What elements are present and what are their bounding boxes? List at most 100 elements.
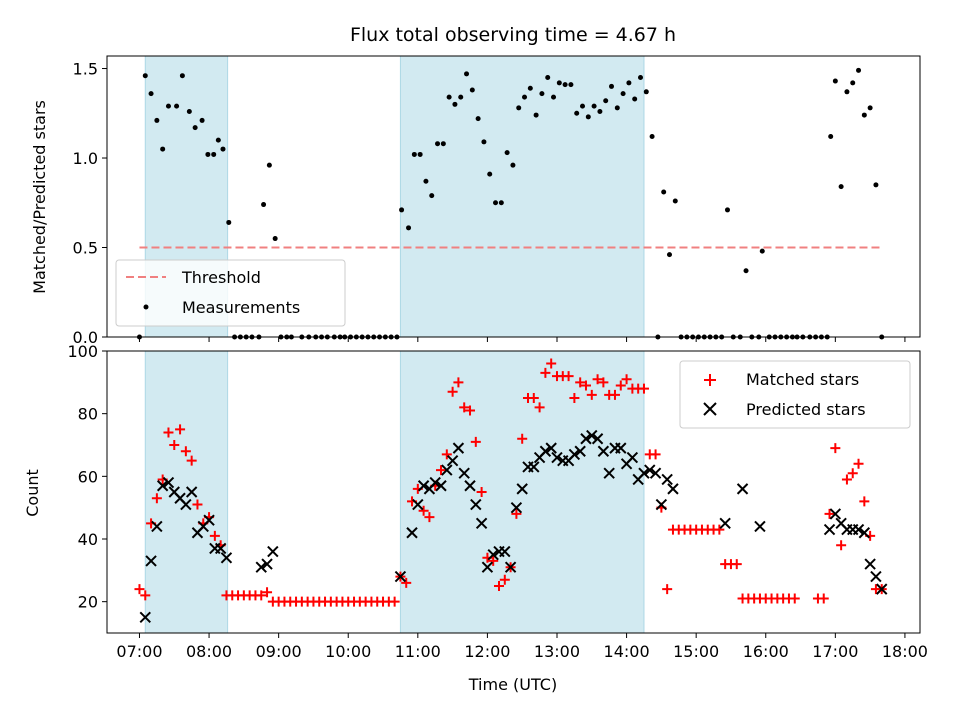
predicted-stars-point [394, 570, 407, 583]
predicted-stars-point [876, 583, 888, 595]
bottom-y-axis-label: Count [23, 469, 42, 517]
matched-stars-point [575, 377, 586, 388]
predicted-stars-point [139, 611, 151, 624]
measurements-point [844, 89, 850, 95]
x-tick-label: 11:00 [395, 642, 441, 661]
measurements-point [399, 207, 405, 213]
matched-stars-point [563, 371, 574, 382]
matched-stars-point [569, 393, 580, 403]
top-shaded-region [399, 55, 645, 338]
measurements-point [481, 139, 487, 145]
matched-stars-point [163, 427, 174, 438]
measurements-point [469, 87, 475, 93]
matched-stars-point [824, 508, 835, 519]
matched-stars-point [540, 367, 551, 378]
predicted-stars-point [528, 461, 540, 473]
chart-title: Flux total observing time = 4.67 h [350, 24, 676, 46]
measurements-point [580, 103, 586, 109]
predicted-stars-point [644, 464, 656, 476]
matched-stars-point [662, 584, 673, 595]
measurements-point [539, 91, 545, 97]
matched-stars-point [476, 487, 487, 497]
matched-stars-point [192, 499, 203, 510]
measurements-point [632, 96, 638, 102]
predicted-stars-point [162, 476, 175, 489]
measurements-point [452, 101, 458, 107]
matched-stars-point [389, 596, 400, 607]
measurements-point [759, 248, 765, 254]
bottom-y-tick-label: 20 [78, 593, 98, 612]
matched-stars-point [731, 559, 742, 570]
matched-stars-point [151, 493, 162, 504]
measurements-point [417, 151, 423, 157]
measurements-point [614, 105, 620, 111]
predicted-stars-point [858, 527, 871, 539]
predicted-stars-point [870, 570, 882, 583]
predicted-stars-point [586, 429, 598, 442]
measurements-point [226, 219, 232, 225]
measurements-point [411, 151, 417, 157]
predicted-stars-point [185, 486, 198, 498]
matched-stars-point [459, 402, 470, 413]
measurements-point [440, 141, 446, 147]
measurements-point [643, 89, 649, 95]
measurements-point [148, 91, 154, 97]
predicted-stars-point [499, 545, 511, 558]
measurements-point [186, 108, 192, 114]
matched-stars-point [615, 380, 626, 391]
measurements-point [661, 189, 667, 195]
measurements-point [475, 116, 481, 122]
predicted-stars-point [446, 454, 459, 467]
measurements-point [215, 137, 221, 143]
matched-stars-point [209, 530, 220, 541]
predicted-stars-point [754, 520, 766, 533]
bottom-shaded-region [144, 350, 229, 634]
matched-stars-point [401, 577, 412, 588]
matched-stars-point [465, 405, 476, 416]
predicted-stars-point [638, 467, 650, 479]
measurements-point [556, 80, 562, 86]
predicted-stars-point [597, 445, 610, 457]
x-axis-label: Time (UTC) [468, 675, 557, 694]
matched-stars-point [256, 590, 267, 601]
x-tick-label: 07:00 [116, 642, 162, 661]
matched-stars-point [517, 433, 528, 444]
matched-stars-point [592, 374, 603, 385]
measurements-point [504, 150, 510, 156]
bottom-y-tick-label: 80 [78, 405, 98, 424]
measurements-point [838, 184, 844, 190]
predicted-stars-point [261, 558, 273, 570]
bottom-panel: 20 40 60 80 100 07:00 08:00 09:00 10:00 11:00 12:0… [67, 342, 928, 661]
measurements-point [211, 151, 217, 157]
measurements-point [493, 200, 499, 206]
predicted-stars-point [615, 442, 627, 454]
measurements-point [626, 80, 632, 86]
predicted-stars-point [591, 433, 604, 445]
predicted-stars-point [661, 473, 673, 486]
measurements-point [220, 146, 226, 152]
predicted-stars-point [568, 448, 581, 461]
matched-stars-point [488, 555, 499, 566]
matched-stars-point [447, 386, 458, 397]
matched-stars-point [511, 508, 522, 519]
predicted-stars-point [180, 498, 192, 511]
predicted-stars-point [655, 498, 668, 511]
measurements-point [266, 162, 272, 168]
predicted-stars-point [852, 523, 865, 536]
predicted-stars-point [267, 545, 279, 558]
measurements-point [861, 112, 867, 118]
predicted-stars-point [458, 467, 470, 479]
predicted-stars-point [823, 523, 836, 536]
predicted-stars-point [470, 498, 482, 511]
matched-stars-point [859, 496, 870, 507]
x-tick-label: 09:00 [256, 642, 302, 661]
measurements-point [666, 252, 672, 258]
measurements-point [856, 67, 862, 73]
legend-predicted-label: Predicted stars [746, 400, 866, 419]
predicted-stars-point [539, 445, 552, 457]
predicted-stars-point [255, 561, 267, 573]
predicted-stars-point [417, 480, 430, 492]
predicted-stars-point [220, 552, 233, 564]
matched-stars-point [609, 389, 620, 400]
